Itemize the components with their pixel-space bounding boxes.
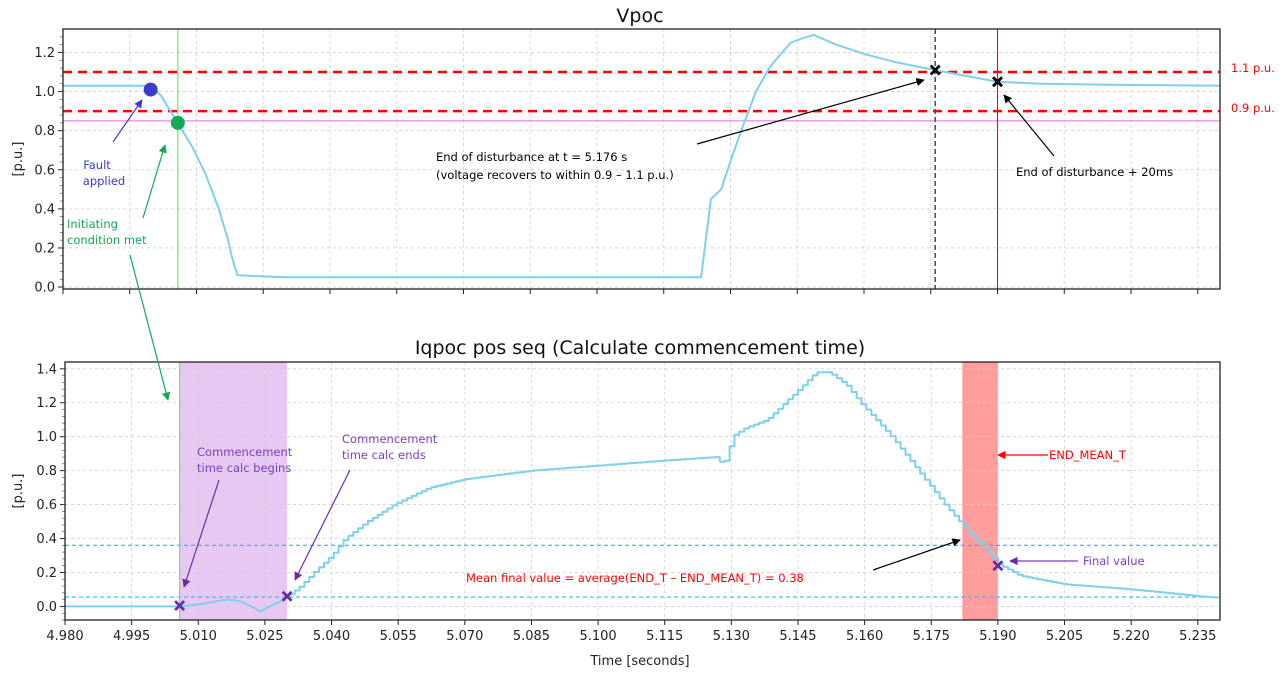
calc-ends-label-line1: Commencement — [342, 432, 438, 446]
initiating-label-line1: Initiating — [67, 217, 118, 231]
calc-ends-arrow — [294, 469, 351, 581]
initiating-label-line2: condition met — [67, 233, 147, 247]
vpoc-marker-circle — [170, 115, 185, 130]
x-tick-label: 5.130 — [713, 629, 750, 644]
x-tick-label: 5.070 — [446, 629, 483, 644]
iqpoc-y-tick-label: 0.4 — [36, 532, 57, 547]
x-tick-label: 4.995 — [113, 629, 150, 644]
x-tick-label: 5.175 — [913, 629, 950, 644]
x-tick-label: 4.980 — [46, 629, 83, 644]
vpoc-y-tick-label: 0.4 — [34, 202, 55, 217]
vpoc-marker-x — [992, 76, 1003, 88]
x-tick-label: 5.235 — [1179, 629, 1216, 644]
x-tick-label: 5.190 — [979, 629, 1016, 644]
mean-final-value-label: Mean final value = average(END_T – END_M… — [466, 571, 804, 585]
iqpoc-axes-frame — [64, 361, 1221, 621]
x-tick-label: 5.145 — [779, 629, 816, 644]
calc-begins-arrow — [182, 479, 220, 588]
vpoc-y-tick-label: 0.8 — [34, 124, 55, 139]
initiating-arrow-top — [142, 144, 167, 219]
fault-arrow — [112, 99, 143, 143]
x-axis-label: Time [seconds] — [589, 654, 689, 669]
vpoc-marker-x — [929, 64, 941, 76]
x-tick-label: 5.220 — [1113, 629, 1150, 644]
iqpoc-marker-x — [281, 590, 293, 602]
end-plus-20ms-arrow — [1003, 94, 1055, 157]
vpoc-y-tick-label: 0.6 — [34, 163, 55, 178]
x-tick-label: 5.040 — [313, 629, 350, 644]
vpoc-title: Vpoc — [616, 5, 663, 27]
iqpoc-y-tick-label: 1.2 — [36, 396, 57, 411]
iqpoc-marker-x — [174, 600, 186, 612]
vpoc-marker-circle — [143, 82, 158, 97]
iqpoc-ylabel: [p.u.] — [11, 474, 26, 509]
vpoc-y-tick-label: 0.2 — [34, 241, 55, 256]
x-tick-label: 5.205 — [1046, 629, 1083, 644]
vpoc-ylabel: [p.u.] — [11, 142, 26, 177]
vpoc-plot: 0.0 0.2 0.4 0.6 0.8 1.0 1.2 — [34, 28, 1221, 296]
iqpoc-span — [179, 362, 288, 620]
vpoc-y-tick-label: 1.0 — [34, 85, 55, 100]
fault-applied-label-line2: applied — [83, 174, 125, 188]
x-tick-label: 5.085 — [513, 629, 550, 644]
iqpoc-y-tick-label: 1.4 — [36, 362, 57, 377]
calc-begins-label-line2: time calc begins — [197, 461, 291, 475]
lower-limit-label: 0.9 p.u. — [1231, 101, 1275, 115]
x-tick-label: 5.160 — [846, 629, 883, 644]
end-disturbance-label-line2: (voltage recovers to within 0.9 – 1.1 p.… — [436, 168, 674, 182]
x-tick-label: 5.025 — [246, 629, 283, 644]
x-tick-label: 5.010 — [180, 629, 217, 644]
iqpoc-y-tick-label: 1.0 — [36, 430, 57, 445]
iqpoc-y-tick-label: 0.0 — [36, 600, 57, 615]
iqpoc-y-tick-label: 0.8 — [36, 464, 57, 479]
end-disturbance-label-line1: End of disturbance at t = 5.176 s — [436, 150, 627, 164]
vpoc-axes-frame — [62, 28, 1221, 290]
end-plus-20ms-label: End of disturbance + 20ms — [1016, 165, 1173, 179]
mean-final-value-arrow — [872, 538, 961, 571]
end-disturbance-arrow — [696, 78, 925, 145]
x-tick-label: 5.115 — [646, 629, 683, 644]
end-mean-t-label: END_MEAN_T — [1049, 448, 1127, 462]
x-tick-label: 5.100 — [579, 629, 616, 644]
calc-begins-label-line1: Commencement — [197, 445, 293, 459]
iqpoc-marker-x — [992, 560, 1004, 572]
iqpoc-series-line — [65, 371, 1220, 613]
vpoc-y-tick-label: 1.2 — [34, 46, 55, 61]
x-tick-label: 5.055 — [380, 629, 417, 644]
final-value-label: Final value — [1083, 554, 1145, 568]
iqpoc-y-tick-label: 0.2 — [36, 566, 57, 581]
vpoc-y-tick-label: 0.0 — [34, 281, 55, 296]
upper-limit-label: 1.1 p.u. — [1231, 61, 1275, 75]
initiating-arrow-bottom — [129, 254, 171, 401]
fault-applied-label-line1: Fault — [83, 158, 111, 172]
iqpoc-y-tick-label: 0.6 — [36, 498, 57, 513]
iqpoc-span — [962, 362, 998, 620]
calc-ends-label-line2: time calc ends — [342, 448, 426, 462]
iqpoc-title: Iqpoc pos seq (Calculate commencement ti… — [415, 337, 865, 359]
iqpoc-plot: 4.980 4.995 5.010 5.025 5.040 5.055 5.070 5.085… — [36, 361, 1221, 644]
